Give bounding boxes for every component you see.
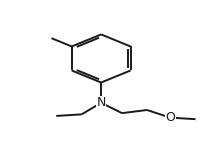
Text: O: O — [165, 111, 175, 124]
Text: N: N — [97, 96, 106, 109]
